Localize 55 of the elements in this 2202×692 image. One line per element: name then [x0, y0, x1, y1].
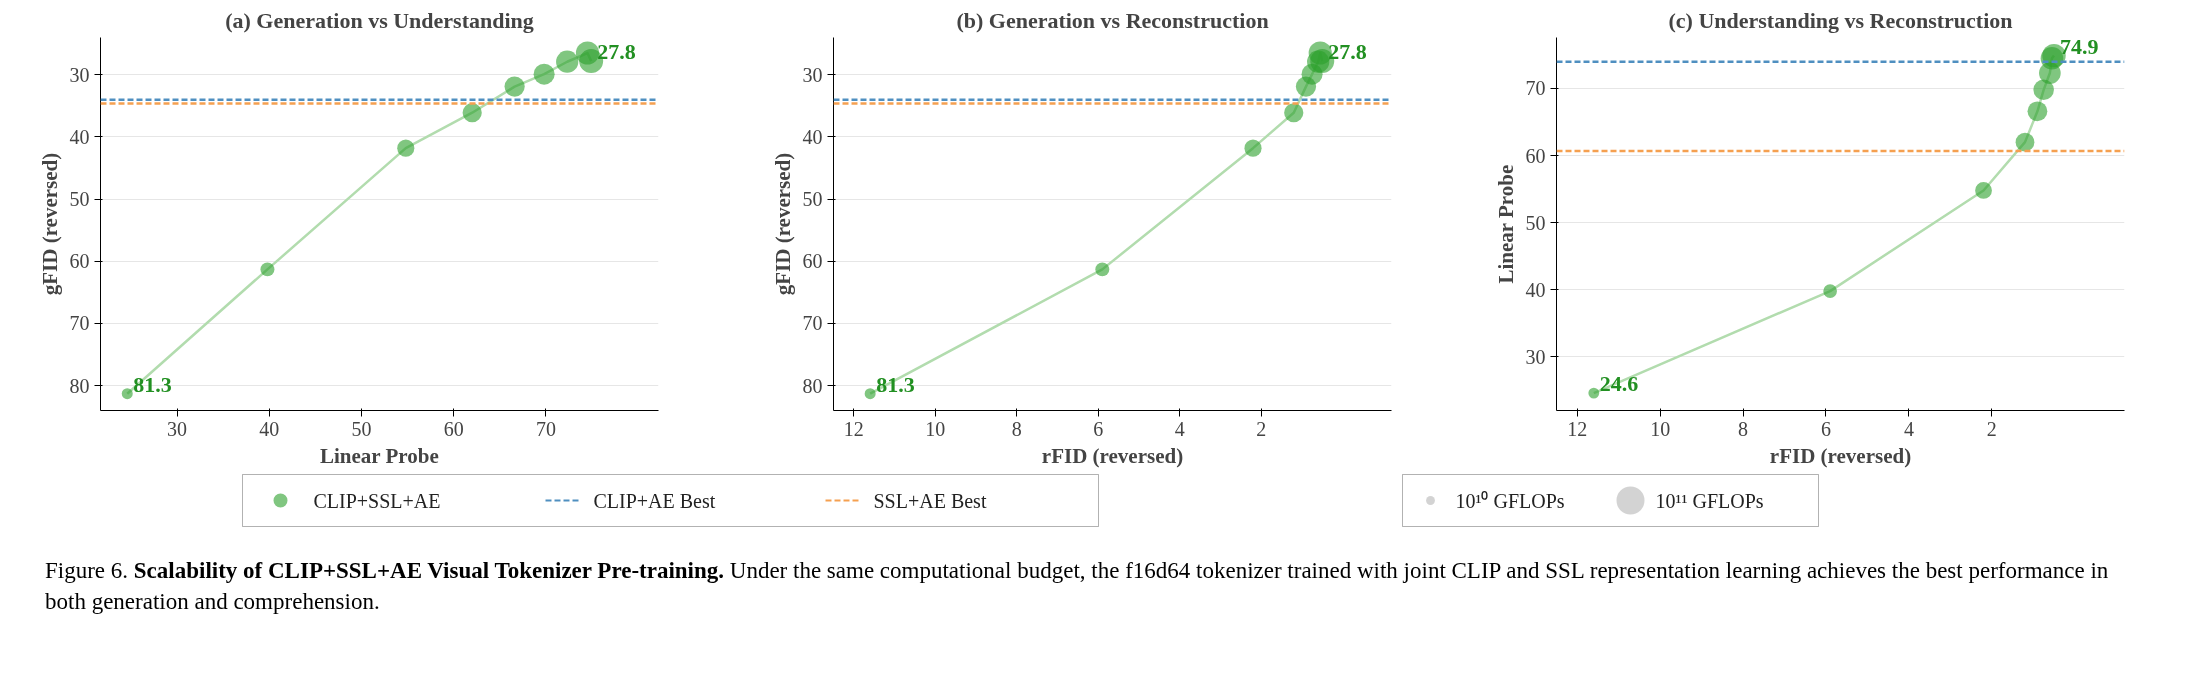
annotation: 24.6 [1599, 371, 1639, 397]
y-tick-label: 30 [802, 63, 823, 86]
x-axis-title: rFID (reversed) [1041, 443, 1184, 468]
y-axis-title: gFID (reversed) [37, 152, 62, 296]
annotation: 74.9 [2060, 33, 2099, 59]
y-axis-title: gFID (reversed) [770, 152, 795, 296]
annotation: 81.3 [133, 371, 172, 397]
x-tick-label: 6 [1093, 417, 1104, 440]
chart-title: (a) Generation vs Understanding [225, 7, 534, 33]
x-tick-label: 6 [1820, 417, 1831, 440]
x-tick-label: 40 [259, 417, 280, 440]
annotation: 27.8 [597, 39, 636, 65]
y-tick-label: 60 [802, 250, 823, 273]
x-tick-label: 60 [443, 417, 464, 440]
x-tick-label: 10 [925, 417, 946, 440]
x-tick-label: 12 [843, 417, 864, 440]
x-tick-label: 30 [167, 417, 188, 440]
legend-label: CLIP+AE Best [593, 489, 716, 512]
x-tick-label: 2 [1256, 417, 1267, 440]
y-tick-label: 30 [69, 63, 90, 86]
x-tick-label: 4 [1174, 417, 1185, 440]
x-tick-label: 8 [1011, 417, 1022, 440]
y-tick-label: 40 [69, 125, 90, 148]
text: Scalability of CLIP+SSL+AE Visual Tokenizer Pre-training. [133, 558, 725, 583]
caption: Figure 6. [45, 558, 129, 583]
x-tick-label: 50 [351, 417, 372, 440]
y-tick-label: 80 [69, 374, 90, 397]
y-tick-label: 60 [1525, 144, 1546, 167]
y-tick-label: 70 [69, 312, 90, 335]
y-tick-label: 70 [802, 312, 823, 335]
y-tick-label: 40 [1525, 278, 1546, 301]
y-axis-title: Linear Probe [1493, 164, 1518, 284]
chart-title: (b) Generation vs Reconstruction [956, 7, 1269, 33]
annotation: 81.3 [876, 371, 915, 397]
x-axis-title: rFID (reversed) [1769, 443, 1912, 468]
y-tick-label: 50 [69, 188, 90, 211]
y-tick-label: 30 [1525, 345, 1546, 368]
x-tick-label: 2 [1986, 417, 1997, 440]
legend-label: 10¹¹ GFLOPs [1655, 489, 1764, 512]
legend-label: CLIP+SSL+AE [313, 489, 441, 512]
y-tick-label: 50 [1525, 211, 1546, 234]
x-tick-label: 8 [1738, 417, 1749, 440]
x-tick-label: 10 [1650, 417, 1671, 440]
y-tick-label: 80 [802, 374, 823, 397]
x-tick-label: 12 [1567, 417, 1588, 440]
chart-title: (c) Understanding vs Reconstruction [1668, 7, 2013, 33]
y-tick-label: 70 [1525, 77, 1546, 100]
y-tick-label: 40 [802, 125, 823, 148]
x-tick-label: 4 [1903, 417, 1914, 440]
y-tick-label: 60 [69, 250, 90, 273]
y-tick-label: 50 [802, 188, 823, 211]
x-axis-title: Linear Probe [319, 443, 439, 468]
x-tick-label: 70 [535, 417, 556, 440]
legend-label: SSL+AE Best [873, 489, 987, 512]
legend-label: 10¹⁰ GFLOPs [1455, 489, 1565, 512]
